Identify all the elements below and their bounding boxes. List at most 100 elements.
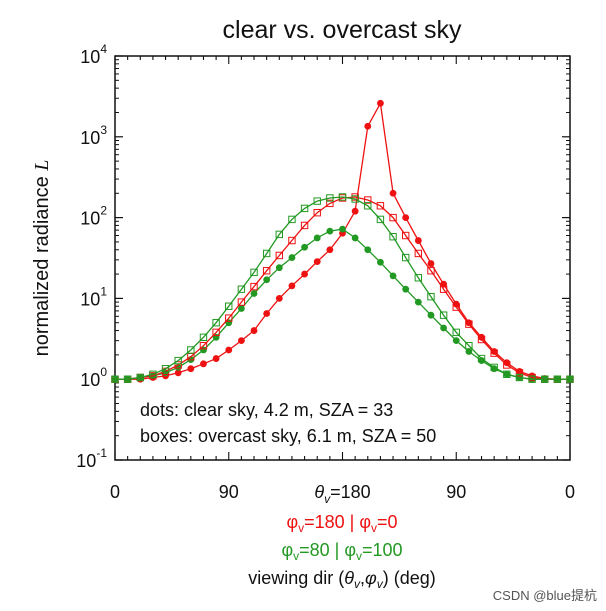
data-point-dot [288,254,296,261]
data-point-dot [339,225,346,233]
data-point-dot [301,270,308,278]
data-point-box [553,375,562,383]
data-point-dot [351,234,359,242]
y-tick-label: 101 [80,284,107,309]
data-point-box [313,197,321,205]
series-line [115,196,570,380]
data-point-box [300,204,309,213]
data-point-dot [263,276,271,284]
data-point-dot [377,99,384,107]
annotation-dots: dots: clear sky, 4.2 m, SZA = 33 [140,400,393,420]
data-point-dot [225,346,233,354]
y-tick-label: 104 [80,42,107,67]
data-point-box [225,302,233,310]
data-point-dot [200,360,207,368]
data-point-box [174,361,182,369]
data-point-dot [250,290,258,297]
x-tick-label: 0 [565,482,575,502]
data-point-box [364,196,372,204]
data-point-box [262,249,271,258]
data-point-box [414,274,423,282]
data-point-dot [288,282,296,290]
x-tick-label: θv=180 [314,482,370,506]
annotation-boxes: boxes: overcast sky, 6.1 m, SZA = 50 [140,426,436,446]
data-point-dot [402,214,410,222]
data-point-box [503,361,511,369]
data-point-dot [503,359,511,367]
data-point-box [161,364,170,373]
data-point-box [225,314,233,322]
data-point-box [187,346,195,354]
data-point-box [262,267,271,275]
data-point-box [528,375,536,383]
data-point-dot [237,305,245,312]
data-point-box [237,298,246,306]
data-point-box [199,341,208,350]
data-point-dot [187,365,195,373]
data-point-box [490,349,498,357]
data-point-box [515,373,524,382]
series-line [115,196,570,380]
data-point-box [452,303,460,311]
data-point-box [149,370,157,378]
data-point-box [401,253,410,262]
data-point-dot [402,285,410,293]
data-point-box [503,370,511,378]
data-point-box [389,233,397,241]
data-point-dot [465,348,473,355]
data-point-dot [389,189,397,197]
data-point-box [275,230,284,239]
data-point-box [427,292,435,301]
x-axis-ticks: 0 90 θv=180 90 0 [110,56,575,506]
data-point-box [566,375,574,383]
data-point-dot [326,227,334,235]
series-green-box [111,193,574,383]
data-point-dot [313,258,321,266]
data-point-dot [174,369,182,377]
data-point-box [515,369,524,377]
data-point-box [326,199,334,208]
data-point-dot [326,246,334,254]
x-tick-label: 90 [219,482,239,502]
data-point-box [389,213,397,222]
data-point-box [490,363,498,372]
data-point-dot [452,337,460,345]
data-point-box [414,249,423,258]
watermark: CSDN @blue提杭 [493,588,597,603]
data-point-dot [237,337,245,345]
x-label-red: φv=180 | φv=0 [286,512,397,535]
data-point-dot [351,207,359,215]
data-point-box [111,375,119,383]
data-point-dot [275,295,283,302]
data-point-box [452,328,460,337]
data-point-box [326,194,334,202]
data-point-box [427,267,435,275]
y-axis-label: normalized radiance L [31,160,53,357]
data-point-dot [301,243,308,251]
data-point-dot [478,357,485,364]
data-point-box [199,333,208,342]
data-point-dot [364,246,372,254]
data-point-box [288,215,296,224]
data-point-dot [427,311,435,319]
data-point-dot [427,260,435,267]
data-point-box [376,215,385,224]
y-tick-label: 10-1 [76,446,107,471]
data-point-dot [389,272,397,280]
data-point-box [212,328,220,337]
data-point-box [401,231,410,240]
data-point-box [376,202,385,210]
data-point-box [136,373,144,382]
data-point-dot [200,346,207,354]
data-point-box [250,282,258,291]
x-axis-title: viewing dir (θv,φv) (deg) [248,568,436,591]
data-point-box [477,335,486,344]
y-tick-label: 102 [80,204,107,229]
data-point-box [541,375,549,383]
y-tick-label: 103 [80,123,107,148]
x-tick-label: 90 [446,482,466,502]
data-point-box [338,193,347,201]
data-point-box [439,311,448,319]
data-point-box [288,236,296,245]
